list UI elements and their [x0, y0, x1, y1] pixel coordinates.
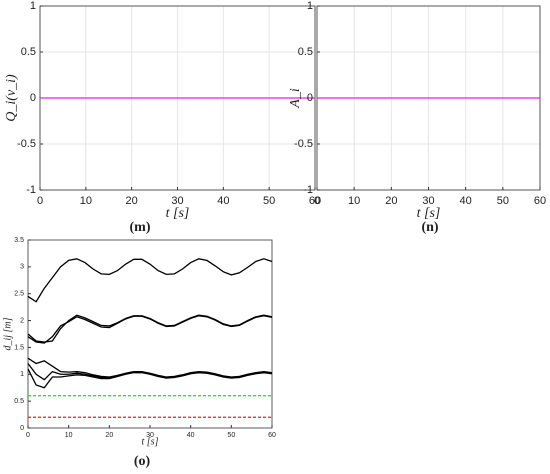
x-tick-label: 40 [187, 432, 195, 439]
y-tick-label: 0 [20, 425, 24, 432]
x-tick-label: 50 [263, 195, 275, 207]
y-tick-label: 1 [30, 0, 36, 12]
x-tick-label: 40 [460, 195, 472, 207]
y-tick-label: 0.5 [21, 46, 36, 58]
x-axis-label: t [s] [142, 436, 159, 447]
series-line [27, 258, 273, 303]
y-tick-label: -1 [26, 184, 36, 196]
x-tick-label: 0 [314, 195, 320, 207]
series-line [27, 315, 273, 344]
x-tick-label: 30 [171, 195, 183, 207]
x-axis-label: t [s] [417, 206, 441, 221]
x-tick-label: 10 [65, 432, 73, 439]
y-tick-label: 3.5 [14, 237, 24, 244]
y-tick-label: -0.5 [294, 138, 313, 150]
y-tick-label: 0.5 [14, 398, 24, 405]
caption: (n) [421, 220, 438, 235]
y-tick-label: -1 [303, 184, 313, 196]
x-tick-label: 0 [26, 432, 30, 439]
y-axis-label: Q_i(v_i) [4, 74, 19, 122]
y-tick-label: 0.5 [298, 46, 313, 58]
x-tick-label: 0 [37, 195, 43, 207]
y-tick-label: 2 [20, 317, 24, 324]
x-tick-label: 20 [126, 195, 138, 207]
x-tick-label: 10 [80, 195, 92, 207]
y-axis-label: d_ij [m] [2, 317, 13, 350]
y-tick-label: 3 [20, 264, 24, 271]
y-tick-label: 2.5 [14, 291, 24, 298]
x-tick-label: 30 [422, 195, 434, 207]
x-axis-label: t [s] [166, 206, 190, 221]
y-tick-label: 1.5 [14, 344, 24, 351]
x-tick-label: 50 [497, 195, 509, 207]
y-tick-label: 1 [307, 0, 313, 12]
y-tick-label: -0.5 [17, 138, 36, 150]
x-tick-label: 60 [309, 195, 321, 207]
x-tick-label: 60 [534, 195, 546, 207]
x-tick-label: 20 [105, 432, 113, 439]
y-axis-label: A_i [288, 88, 303, 109]
y-tick-label: 1 [20, 371, 24, 378]
x-tick-label: 40 [217, 195, 229, 207]
y-tick-label: 0 [307, 92, 313, 104]
y-tick-label: 0 [30, 92, 36, 104]
series-line [27, 368, 273, 389]
x-tick-label: 50 [227, 432, 235, 439]
x-tick-label: 20 [385, 195, 397, 207]
x-tick-label: 60 [268, 432, 276, 439]
x-tick-label: 30 [146, 432, 154, 439]
plot-frame [27, 239, 273, 429]
caption: (o) [134, 454, 151, 469]
x-tick-label: 10 [348, 195, 360, 207]
caption: (m) [130, 220, 151, 235]
